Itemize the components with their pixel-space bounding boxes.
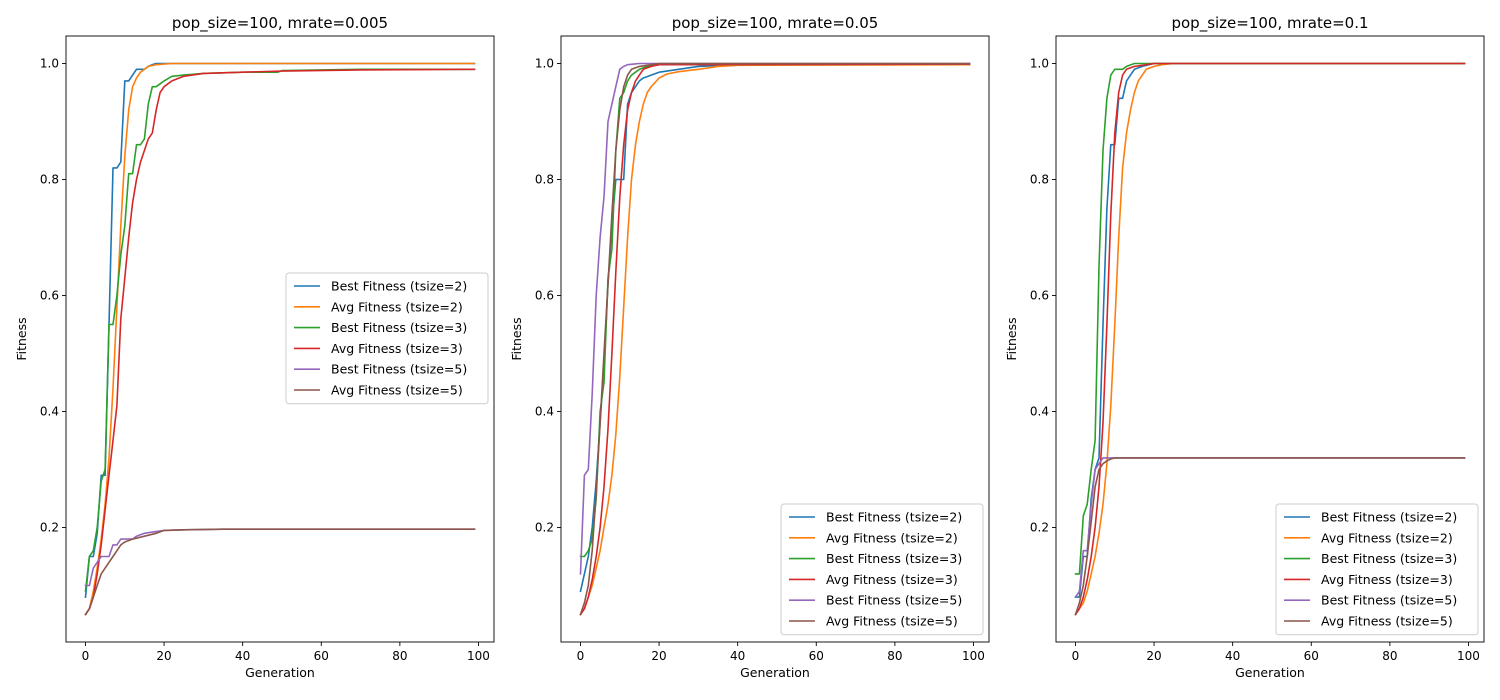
legend-box [1275,503,1479,636]
subplot-1: 0 20 40 60 80 100 0.2 0.4 0.6 0.8 1.0 pop_size=100,… [14,14,495,680]
x-tick-label: 20 [156,649,171,663]
x-tick-label: 100 [1457,649,1480,663]
y-axis-label: Fitness [1004,317,1019,360]
x-tick-label: 40 [1225,649,1240,663]
y-tick-label: 0.6 [535,289,554,303]
legend: Best Fitness (tsize=2) Avg Fitness (tsize… [285,272,489,405]
y-tick-label: 0.8 [535,173,554,187]
legend-label: Best Fitness (tsize=3) [1321,551,1457,566]
legend-box [285,272,489,405]
series-group [579,62,971,616]
x-tick-label: 60 [1304,649,1319,663]
series-line-3 [1074,62,1466,575]
legend-label: Avg Fitness (tsize=3) [331,341,463,356]
x-axis-label: Generation [245,665,315,680]
y-tick-label: 0.6 [1030,289,1049,303]
y-tick-label: 0.2 [40,520,59,534]
y-tick-label: 1.0 [40,57,59,71]
y-tick-label: 0.2 [535,520,554,534]
y-tick-label: 1.0 [1030,57,1049,71]
series-line-5 [84,528,476,587]
y-axis-label: Fitness [509,317,524,360]
legend: Best Fitness (tsize=2) Avg Fitness (tsize… [1275,503,1479,636]
x-tick-label: 100 [962,649,985,663]
x-axis-label: Generation [1235,665,1305,680]
legend-label: Avg Fitness (tsize=2) [331,299,463,314]
x-tick-label: 80 [887,649,902,663]
legend-label: Avg Fitness (tsize=5) [1321,614,1453,629]
series-line-4 [579,63,971,616]
chart-title: pop_size=100, mrate=0.005 [172,14,388,33]
axes-frame [65,35,495,643]
legend-label: Best Fitness (tsize=3) [826,551,962,566]
x-tick-label: 60 [314,649,329,663]
legend-label: Best Fitness (tsize=5) [1321,593,1457,608]
series-line-4 [1074,62,1466,616]
series-line-2 [1074,62,1466,616]
axes-frame [1055,35,1485,643]
x-tick-label: 100 [467,649,490,663]
series-group [1074,62,1466,616]
series-line-6 [1074,457,1466,616]
series-line-2 [579,63,971,616]
legend-label: Best Fitness (tsize=2) [1321,510,1457,525]
axes-frame [560,35,990,643]
y-axis-label: Fitness [14,317,29,360]
y-tick-label: 0.4 [40,404,59,418]
legend-label: Best Fitness (tsize=5) [826,593,962,608]
series-line-5 [579,62,971,575]
x-tick-label: 80 [392,649,407,663]
chart-title: pop_size=100, mrate=0.1 [1171,14,1368,33]
x-tick-label: 0 [577,649,585,663]
series-line-4 [84,68,476,616]
x-tick-label: 60 [809,649,824,663]
series-line-1 [579,63,971,593]
x-tick-label: 20 [1146,649,1161,663]
legend-label: Best Fitness (tsize=3) [331,320,467,335]
x-tick-label: 0 [1072,649,1080,663]
series-group [84,62,476,616]
x-tick-label: 80 [1382,649,1397,663]
series-line-3 [579,63,971,558]
y-tick-label: 0.8 [1030,173,1049,187]
chart-title: pop_size=100, mrate=0.05 [672,14,879,33]
x-tick-label: 20 [651,649,666,663]
series-line-6 [84,528,476,616]
y-tick-label: 0.4 [1030,404,1049,418]
x-tick-label: 0 [82,649,90,663]
legend-label: Avg Fitness (tsize=3) [1321,572,1453,587]
legend-label: Avg Fitness (tsize=2) [826,530,958,545]
y-tick-label: 0.4 [535,404,554,418]
legend: Best Fitness (tsize=2) Avg Fitness (tsize… [780,503,984,636]
x-tick-label: 40 [730,649,745,663]
legend-label: Avg Fitness (tsize=3) [826,572,958,587]
y-tick-label: 1.0 [535,57,554,71]
legend-label: Avg Fitness (tsize=5) [826,614,958,629]
legend-label: Avg Fitness (tsize=5) [331,383,463,398]
y-tick-label: 0.2 [1030,520,1049,534]
x-axis-label: Generation [740,665,810,680]
y-tick-label: 0.8 [40,173,59,187]
legend-label: Best Fitness (tsize=2) [826,510,962,525]
subplot-3: 0 20 40 60 80 100 0.2 0.4 0.6 0.8 1.0 pop_size=100,… [1004,14,1485,680]
x-tick-label: 40 [235,649,250,663]
legend-box [780,503,984,636]
legend-label: Avg Fitness (tsize=2) [1321,530,1453,545]
legend-label: Best Fitness (tsize=2) [331,279,467,294]
series-line-6 [579,62,971,616]
series-line-5 [1074,457,1466,599]
legend-label: Best Fitness (tsize=5) [331,362,467,377]
subplot-2: 0 20 40 60 80 100 0.2 0.4 0.6 0.8 1.0 pop_size=100,… [509,14,990,680]
y-tick-label: 0.6 [40,289,59,303]
